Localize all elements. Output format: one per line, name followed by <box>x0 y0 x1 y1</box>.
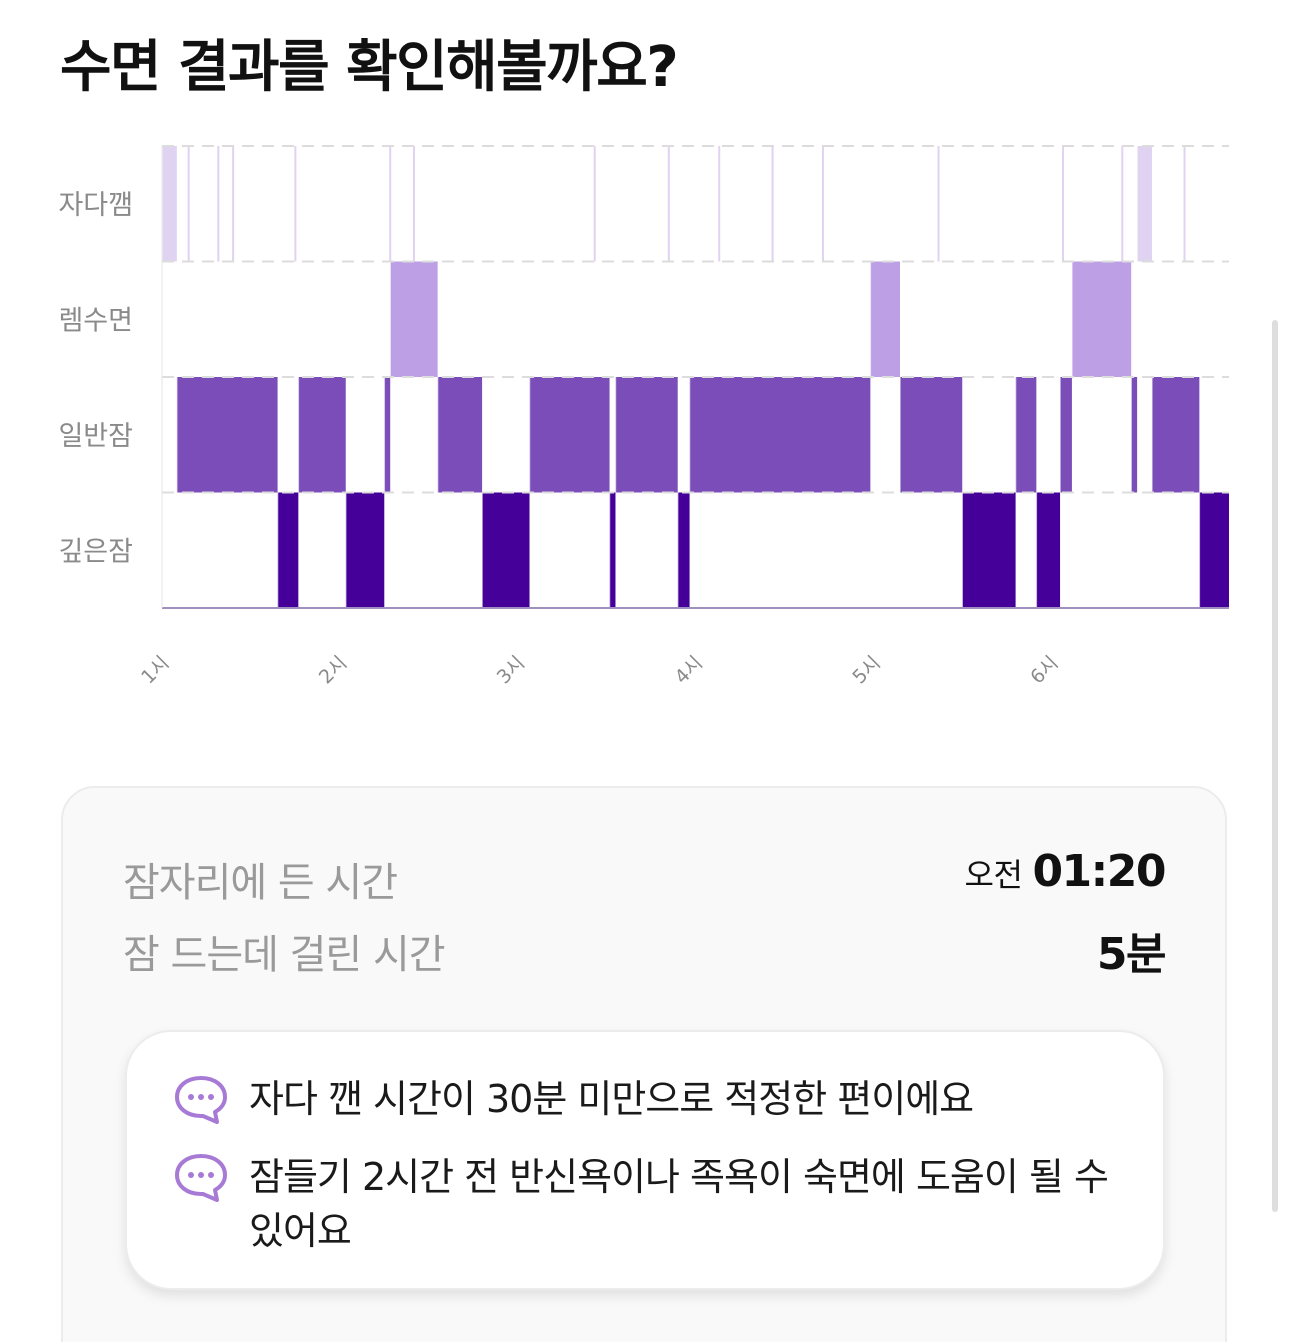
sleep-segment <box>1071 261 1132 377</box>
sleep-latency-row: 잠 드는데 걸린 시간 5분 <box>123 916 1167 980</box>
sleep-segment <box>298 377 346 493</box>
tip-text: 자다 깬 시간이 30분 미만으로 적정한 편이에요 <box>249 1077 974 1121</box>
bedtime-row: 잠자리에 든 시간 오전 01:20 <box>123 844 1167 906</box>
sleep-segment <box>437 377 483 493</box>
sleep-segment <box>962 492 1016 608</box>
sleep-summary-card: 잠자리에 든 시간 오전 01:20 잠 드는데 걸린 시간 5분 자다 깬 시간… <box>61 786 1227 1342</box>
sleep-segment <box>689 377 871 493</box>
stage-label: 깊은잠 <box>58 536 133 567</box>
x-tick-label: 2시 <box>315 652 351 688</box>
sleep-segment <box>529 377 610 493</box>
chat-bubble-icon <box>175 1076 227 1124</box>
sleep-segment <box>176 377 278 493</box>
bedtime-time: 01:20 <box>1032 846 1166 897</box>
x-tick-label: 5시 <box>848 652 884 688</box>
stage-bands <box>161 146 1229 608</box>
stage-label: 일반잠 <box>58 421 133 452</box>
stage-label: 렘수면 <box>58 305 133 336</box>
sleep-tips-card: 자다 깬 시간이 30분 미만으로 적정한 편이에요 잠들기 2시간 전 반신욕… <box>125 1030 1165 1290</box>
stage-label: 자다깸 <box>58 190 133 221</box>
sleep-segment <box>1151 377 1200 493</box>
sleep-latency-value: 5분 <box>1096 918 1167 982</box>
chat-bubble-icon <box>175 1154 227 1202</box>
bedtime-label: 잠자리에 든 시간 <box>123 860 398 906</box>
sleep-segment <box>1131 377 1138 493</box>
x-tick-label: 3시 <box>493 652 529 688</box>
bedtime-period: 오전 <box>964 856 1023 894</box>
x-tick-label: 6시 <box>1026 652 1062 688</box>
vertical-scrollbar[interactable] <box>1272 320 1278 1212</box>
grid-lines <box>161 145 1229 609</box>
sleep-latency-minutes: 5분 <box>1096 929 1167 980</box>
sleep-segment <box>870 261 901 377</box>
sleep-segment <box>900 377 963 493</box>
bedtime-value: 오전 01:20 <box>964 846 1167 897</box>
sleep-segment <box>162 146 177 262</box>
sleep-segment <box>1015 377 1037 493</box>
x-tick-labels: 1시 2시 3시 4시 5시 6시 <box>137 652 1063 688</box>
sleep-segment <box>1036 492 1061 608</box>
page-title: 수면 결과를 확인해볼까요? <box>60 35 679 100</box>
sleep-segment <box>482 492 530 608</box>
sleep-segment <box>384 377 391 493</box>
x-tick-label: 1시 <box>137 652 173 688</box>
x-tick-label: 4시 <box>671 652 707 688</box>
sleep-segment <box>390 261 438 377</box>
sleep-latency-label: 잠 드는데 걸린 시간 <box>123 932 446 978</box>
sleep-segment <box>609 492 616 608</box>
sleep-segment <box>615 377 678 493</box>
sleep-segment <box>1199 492 1229 608</box>
sleep-segment <box>677 492 690 608</box>
sleep-segment <box>1060 377 1072 493</box>
tip-text: 잠들기 2시간 전 반신욕이나 족욕이 숙면에 도움이 될 수 있어요 <box>249 1155 1109 1253</box>
sleep-segment <box>1137 146 1152 262</box>
sleep-segment <box>277 492 299 608</box>
sleep-segment <box>345 492 385 608</box>
